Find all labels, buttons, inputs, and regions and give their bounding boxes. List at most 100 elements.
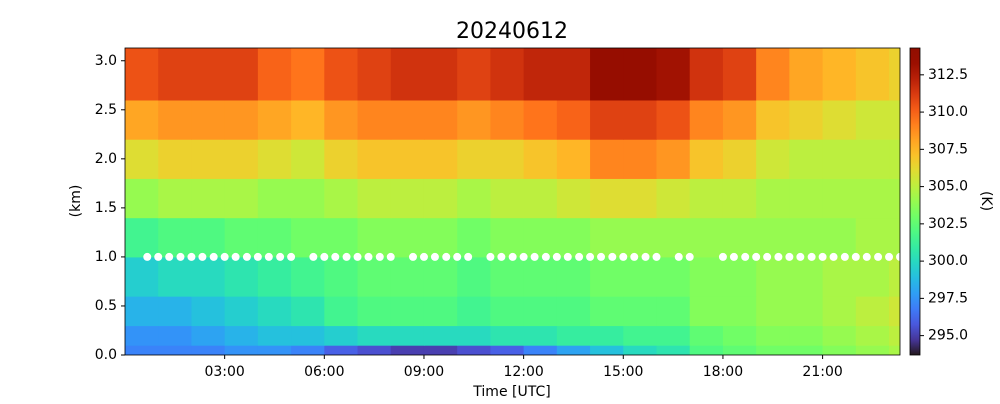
y-tick-label: 2.0: [95, 151, 117, 167]
heatmap-cell: [158, 217, 192, 258]
marker-dot: [309, 252, 318, 261]
heatmap-cell: [291, 48, 325, 101]
heatmap-cell: [623, 139, 658, 179]
heatmap-cell: [689, 139, 724, 179]
heatmap-cell: [490, 48, 525, 101]
heatmap-cell: [623, 48, 658, 101]
heatmap-cell: [523, 48, 558, 101]
marker-dot: [619, 252, 628, 261]
heatmap-cell: [291, 99, 325, 140]
heatmap-cell: [556, 296, 591, 327]
heatmap-cell: [523, 345, 558, 355]
chart-title: 20240612: [456, 19, 568, 44]
heatmap-cell: [556, 217, 591, 258]
heatmap-cell: [191, 139, 226, 179]
y-tick-label: 0.5: [95, 298, 117, 314]
heatmap-cell: [756, 345, 790, 355]
heatmap-cell: [324, 296, 359, 327]
x-tick-label: 21:00: [802, 364, 842, 380]
marker-dot: [829, 252, 838, 261]
marker-dot: [752, 252, 761, 261]
heatmap-cell: [789, 139, 824, 179]
heatmap-cell: [457, 48, 491, 101]
heatmap-cell: [756, 99, 790, 140]
heatmap-cell: [556, 345, 591, 355]
marker-dot: [464, 252, 473, 261]
heatmap-cell: [324, 99, 359, 140]
heatmap-cell: [257, 139, 292, 179]
heatmap-cell: [523, 178, 558, 219]
marker-dot: [862, 252, 871, 261]
heatmap-cell: [125, 217, 159, 258]
marker-dot: [674, 252, 683, 261]
heatmap-cell: [324, 256, 359, 297]
heatmap-cell: [889, 139, 900, 179]
heatmap-cell: [357, 217, 392, 258]
marker-dot: [198, 252, 207, 261]
heatmap-cell: [125, 178, 159, 219]
heatmap-cell: [623, 345, 658, 355]
heatmap-cell: [257, 99, 292, 140]
colorbar-tick-label: 305.0: [928, 179, 968, 195]
heatmap-cell: [125, 296, 159, 327]
heatmap-cell: [590, 256, 624, 297]
heatmap-cell: [291, 139, 325, 179]
marker-dot: [851, 252, 860, 261]
heatmap-cell: [457, 178, 491, 219]
heatmap-cell: [822, 325, 857, 346]
heatmap-cell: [623, 296, 658, 327]
heatmap-cell: [656, 99, 691, 140]
marker-dot: [586, 252, 595, 261]
colorbar-tick-label: 312.5: [928, 67, 968, 83]
marker-dot: [818, 252, 827, 261]
heatmap-cell: [125, 325, 159, 346]
heatmap-cell: [457, 139, 491, 179]
heatmap-cell: [590, 217, 624, 258]
marker-dot: [807, 252, 816, 261]
heatmap-cell: [822, 139, 857, 179]
heatmap-cell: [357, 139, 392, 179]
plot-frame: [124, 47, 901, 356]
marker-dot: [386, 252, 395, 261]
marker-dot: [353, 252, 362, 261]
heatmap-cell: [125, 99, 159, 140]
heatmap-cell: [556, 325, 591, 346]
heatmap-cell: [889, 99, 900, 140]
marker-dot: [143, 252, 152, 261]
heatmap-cell: [523, 139, 558, 179]
heatmap-cell: [623, 99, 658, 140]
heatmap-cell: [523, 217, 558, 258]
heatmap-cell: [490, 325, 525, 346]
y-tick-label: 2.5: [95, 102, 117, 118]
marker-dot: [430, 252, 439, 261]
heatmap-cell: [623, 256, 658, 297]
heatmap-cell: [689, 296, 724, 327]
marker-dot: [874, 252, 883, 261]
heatmap-cell: [855, 99, 890, 140]
heatmap-cell: [789, 178, 824, 219]
heatmap-cell: [722, 139, 757, 179]
heatmap-cell: [656, 296, 691, 327]
heatmap-cell: [390, 296, 425, 327]
heatmap-cell: [756, 48, 790, 101]
heatmap-cell: [822, 99, 857, 140]
heatmap-cell: [855, 139, 890, 179]
heatmap-cell: [158, 99, 192, 140]
heatmap-cell: [224, 296, 259, 327]
heatmap-cell: [357, 345, 392, 355]
heatmap-cell: [590, 48, 624, 101]
heatmap-cell: [656, 178, 691, 219]
marker-dot: [530, 252, 539, 261]
heatmap-cell: [689, 325, 724, 346]
marker-dot: [276, 252, 285, 261]
heatmap-cell: [224, 345, 259, 355]
heatmap-cell: [722, 256, 757, 297]
marker-dot: [375, 252, 384, 261]
marker-dot: [763, 252, 772, 261]
heatmap-cell: [789, 345, 824, 355]
heatmap-cell: [689, 345, 724, 355]
heatmap-cell: [457, 345, 491, 355]
heatmap-cell: [889, 345, 900, 355]
heatmap-cell: [756, 256, 790, 297]
heatmap-cell: [324, 345, 359, 355]
